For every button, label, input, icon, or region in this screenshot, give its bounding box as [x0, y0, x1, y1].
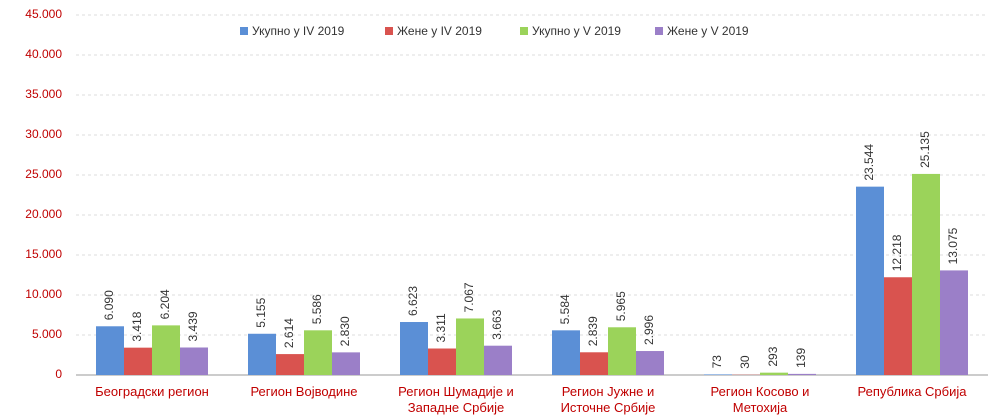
- y-tick-label: 30.000: [25, 127, 62, 141]
- value-label: 293: [766, 346, 780, 366]
- bar: [636, 351, 664, 375]
- value-label: 12.218: [890, 234, 904, 271]
- bar: [856, 186, 884, 375]
- value-label: 25.135: [918, 131, 932, 168]
- value-label: 3.439: [186, 311, 200, 341]
- y-tick-label: 35.000: [25, 87, 62, 101]
- bar: [704, 374, 732, 375]
- bar: [96, 326, 124, 375]
- legend-swatch: [240, 27, 248, 35]
- y-tick-label: 10.000: [25, 287, 62, 301]
- bar: [484, 345, 512, 375]
- legend-label: Жене у V 2019: [667, 24, 749, 38]
- legend-swatch: [385, 27, 393, 35]
- bar: [940, 270, 968, 375]
- bar: [124, 347, 152, 375]
- bar: [332, 352, 360, 375]
- value-label: 2.830: [338, 316, 352, 346]
- value-label: 139: [794, 348, 808, 368]
- value-label: 6.204: [158, 289, 172, 319]
- y-tick-label: 20.000: [25, 207, 62, 221]
- bar: [580, 352, 608, 375]
- x-tick-label: Београдски регион: [95, 384, 209, 399]
- value-label: 6.623: [406, 286, 420, 316]
- legend-label: Жене у IV 2019: [397, 24, 482, 38]
- y-tick-label: 0: [55, 367, 62, 381]
- y-tick-label: 25.000: [25, 167, 62, 181]
- value-label: 2.839: [586, 316, 600, 346]
- y-tick-label: 5.000: [32, 327, 62, 341]
- value-label: 7.067: [462, 282, 476, 312]
- legend-swatch: [655, 27, 663, 35]
- legend-swatch: [520, 27, 528, 35]
- bar: [788, 373, 816, 375]
- x-tick-label: Регион Јужне и Источне Србије: [560, 384, 656, 415]
- value-label: 5.586: [310, 294, 324, 324]
- value-label: 5.155: [254, 297, 268, 327]
- bar: [912, 173, 940, 375]
- legend-label: Укупно у IV 2019: [252, 24, 345, 38]
- y-tick-label: 40.000: [25, 47, 62, 61]
- bar: [248, 333, 276, 375]
- value-label: 3.663: [490, 309, 504, 339]
- x-tick-label: Регион Шумадије и Западне Србије: [398, 384, 514, 415]
- bar: [400, 322, 428, 375]
- bar: [180, 347, 208, 375]
- value-label: 3.311: [434, 313, 448, 342]
- value-label: 5.965: [614, 291, 628, 321]
- bar: [884, 277, 912, 375]
- value-label: 30: [738, 355, 752, 369]
- x-tick-label: Регион Косово и Метохија: [710, 384, 810, 415]
- value-label: 2.614: [282, 318, 296, 348]
- x-tick-label: Регион Војводине: [250, 384, 358, 399]
- bar: [152, 325, 180, 375]
- value-label: 2.996: [642, 315, 656, 345]
- value-label: 73: [710, 355, 724, 369]
- bar: [304, 330, 332, 375]
- value-label: 3.418: [130, 311, 144, 341]
- bar: [760, 372, 788, 375]
- value-label: 23.544: [862, 144, 876, 181]
- bar: [276, 354, 304, 375]
- y-tick-label: 45.000: [25, 7, 62, 21]
- x-tick-label: Република Србија: [857, 384, 967, 399]
- bar: [552, 330, 580, 375]
- legend-label: Укупно у V 2019: [532, 24, 621, 38]
- bar: [608, 327, 636, 375]
- value-label: 13.075: [946, 227, 960, 264]
- value-label: 6.090: [102, 290, 116, 320]
- bar: [428, 348, 456, 375]
- y-tick-label: 15.000: [25, 247, 62, 261]
- value-label: 5.584: [558, 294, 572, 324]
- bar: [456, 318, 484, 375]
